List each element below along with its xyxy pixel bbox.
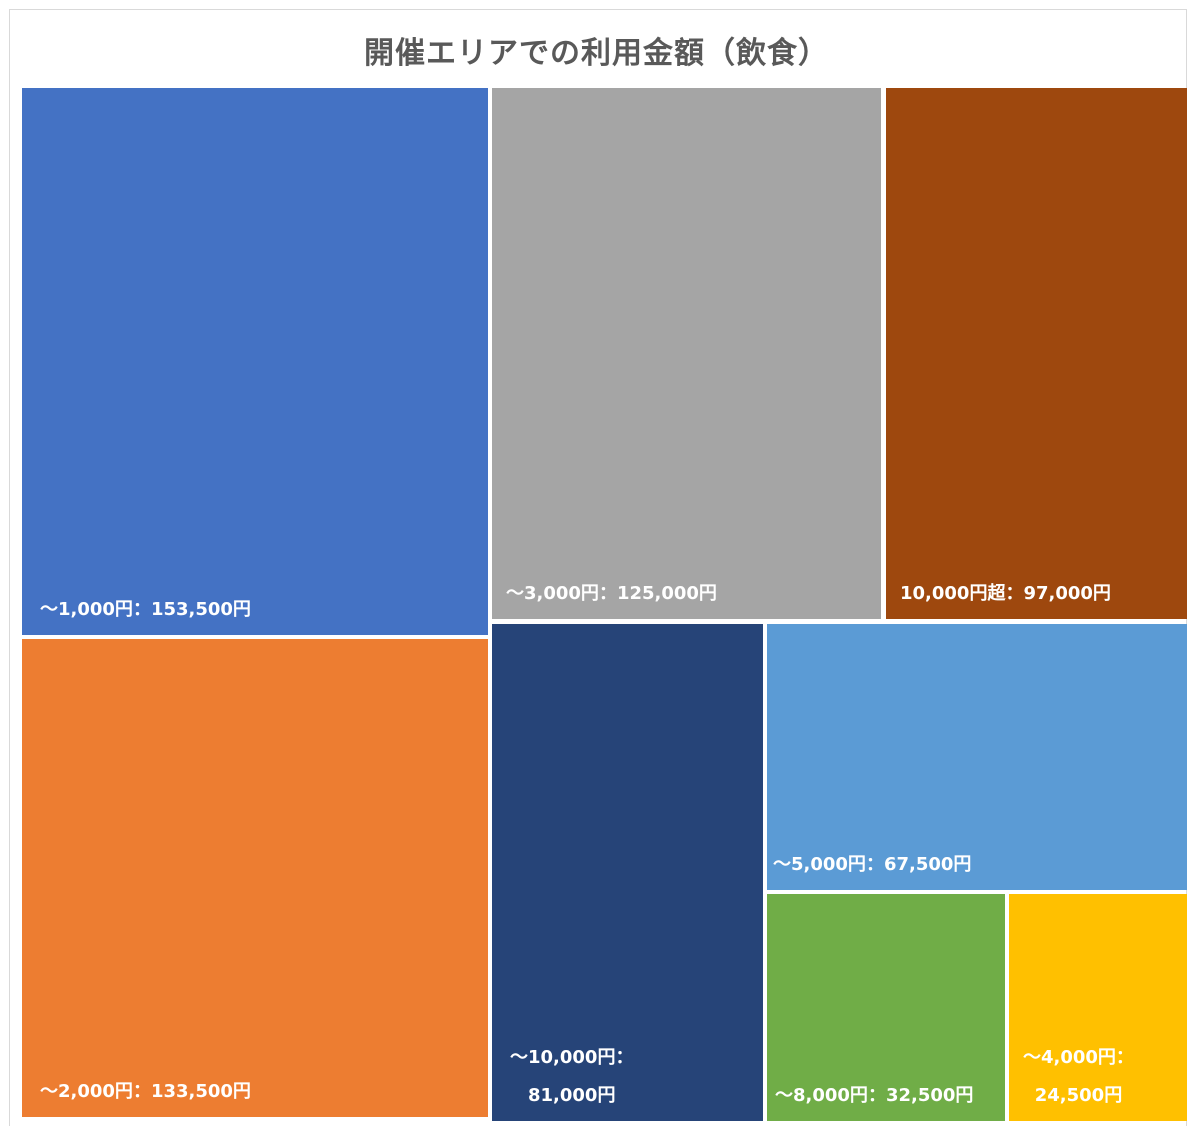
treemap-tile-label: ～1,000円：153,500円 [40,591,251,635]
treemap-tile-label: ～8,000円：32,500円 [775,1077,973,1121]
treemap-tile-label: ～10,000円： 81,000円 [510,1039,633,1121]
tile-value: 32,500円 [885,1085,974,1106]
tile-category: ～8,000円 [775,1085,868,1106]
treemap-tile: 10,000円超：97,000円 [886,88,1187,619]
tile-value: 153,500円 [150,599,251,620]
tile-separator: ： [867,1085,886,1106]
treemap-tile: ～5,000円：67,500円 [767,624,1187,890]
tile-separator: ： [865,854,884,875]
treemap-tile: ～4,000円： 24,500円 [1009,894,1187,1121]
treemap-tile: ～1,000円：153,500円 [22,88,488,635]
treemap-tile-label: 10,000円超：97,000円 [900,575,1111,619]
treemap-tile-label: ～2,000円：133,500円 [40,1073,251,1117]
tile-separator: ： [132,1081,151,1102]
tile-category: ～10,000円： [510,1047,634,1068]
treemap-tile: ～2,000円：133,500円 [22,639,488,1117]
treemap-tile: ～10,000円： 81,000円 [492,624,763,1121]
tile-value: 133,500円 [150,1081,251,1102]
treemap-tile-label: ～4,000円： 24,500円 [1023,1039,1134,1121]
treemap-tile-label: ～5,000円：67,500円 [773,846,971,890]
tile-value: 97,000円 [1023,583,1111,604]
treemap-tile: ～8,000円：32,500円 [767,894,1005,1121]
tile-category: ～3,000円 [506,583,599,604]
treemap-tile: ～3,000円：125,000円 [492,88,881,619]
tile-value: 81,000円 [528,1085,616,1106]
tile-value: 125,000円 [616,583,717,604]
tile-category: ～5,000円 [773,854,866,875]
tile-category: ～1,000円 [40,599,133,620]
tile-category: ～4,000円： [1023,1047,1134,1068]
chart-title: 開催エリアでの利用金額（飲食） [364,36,829,71]
treemap-tile-label: ～3,000円：125,000円 [506,575,717,619]
tile-value: 67,500円 [883,854,972,875]
tile-separator: ： [132,599,151,620]
tile-separator: ： [598,583,617,604]
tile-category: 10,000円超 [900,583,1006,604]
tile-value: 24,500円 [1034,1085,1123,1106]
tile-separator: ： [1005,583,1024,604]
tile-category: ～2,000円 [40,1081,133,1102]
